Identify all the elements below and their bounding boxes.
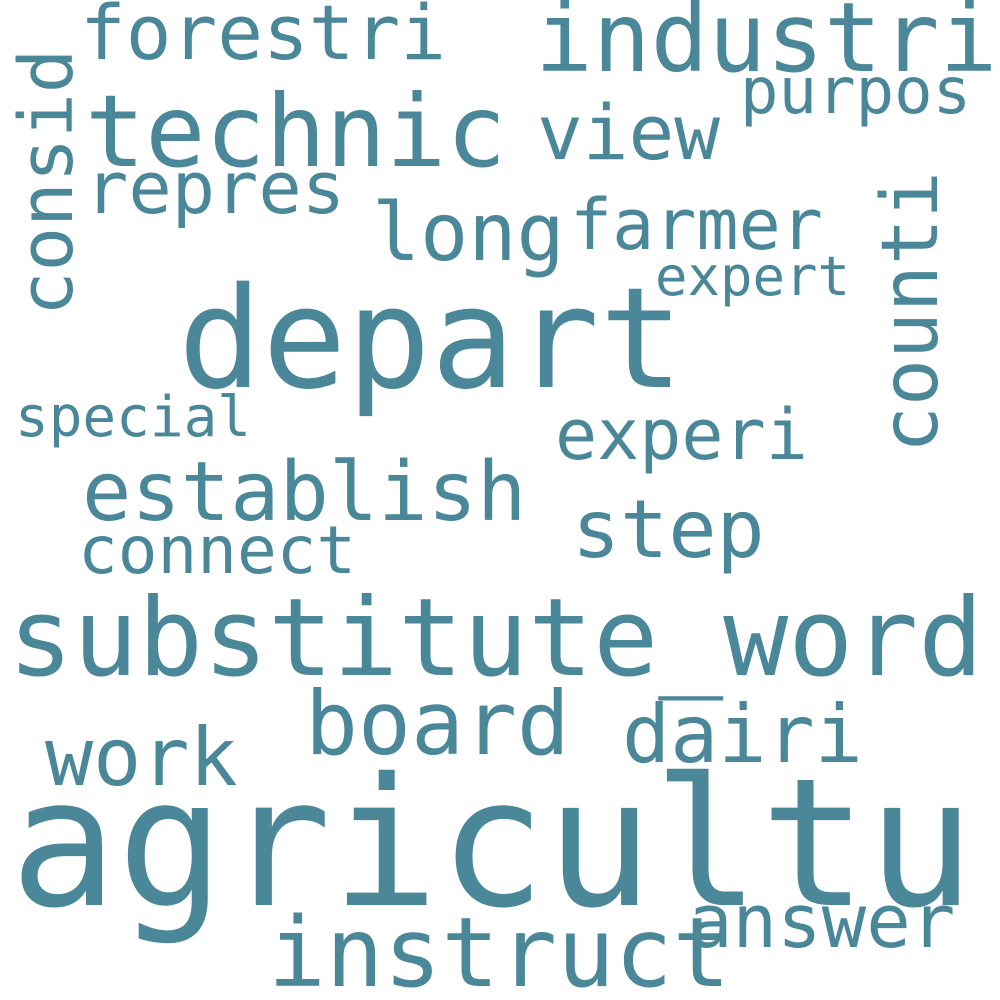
word-repres: repres [85, 146, 346, 230]
word-purpos: purpos [740, 55, 972, 129]
word-substitute-word: substitute_word [8, 576, 984, 701]
word-answer: answer [688, 879, 956, 965]
word-forestri: forestri [80, 0, 447, 77]
word-depart: depart [178, 258, 684, 421]
word-agricultur: agricultur [10, 740, 1000, 947]
word-work: work [45, 711, 238, 804]
word-instruct: instruct [268, 897, 731, 1000]
word-experi: experi [555, 394, 808, 476]
word-consid: consid [4, 48, 90, 316]
word-counti: counti [866, 171, 956, 453]
word-view: view [537, 88, 721, 177]
word-industri: industri [535, 0, 998, 94]
word-connect: connect [78, 512, 357, 589]
word-establish: establish [82, 445, 527, 540]
word-expert: expert [655, 245, 851, 308]
word-technic: technic [85, 73, 507, 190]
word-long: long [372, 186, 565, 279]
word-special: special [15, 385, 252, 450]
word-step: step [572, 483, 765, 576]
word-board: board [305, 672, 570, 775]
word-farmer: farmer [570, 184, 823, 266]
word-dairi: dairi [622, 688, 863, 781]
